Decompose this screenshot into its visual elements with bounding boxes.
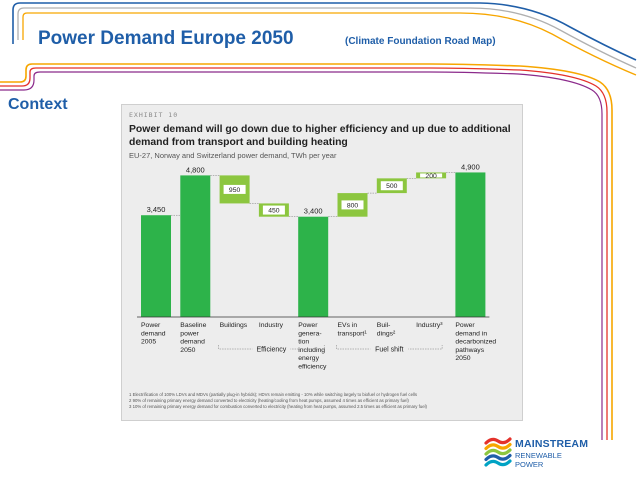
bar-2 bbox=[180, 175, 211, 317]
category-label-8: Industry³ bbox=[416, 322, 443, 329]
logo-swoosh-2 bbox=[484, 442, 512, 451]
bar-value-label-5: 3,400 bbox=[304, 207, 323, 216]
group-label-2: Fuel shift bbox=[375, 347, 403, 354]
slide-title: Power Demand Europe 2050 bbox=[38, 28, 294, 49]
bar-value-box-6 bbox=[341, 200, 364, 210]
category-label-4: Industry bbox=[259, 322, 284, 329]
bar-value-label-2: 4,800 bbox=[186, 165, 205, 174]
exhibit-footnotes: 1 Electrification of 100% LDVs and MDVs … bbox=[129, 392, 517, 410]
logo-line-1: MAINSTREAM bbox=[515, 438, 589, 450]
logo-swoosh-4 bbox=[484, 453, 512, 462]
logo-swoosh-1 bbox=[484, 437, 512, 445]
bar-5 bbox=[298, 216, 329, 317]
footnote-2: 2 90% of remaining primary energy demand… bbox=[129, 398, 409, 403]
logo-line-3: POWER bbox=[515, 460, 544, 469]
category-label-5: Power genera-tion including energy efficienc… bbox=[298, 322, 327, 371]
category-label-3: Buildings bbox=[220, 322, 248, 329]
exhibit-title: Power demand will go down due to higher … bbox=[129, 124, 511, 148]
logo-swoosh-3 bbox=[484, 448, 512, 456]
logo-swoosh-5 bbox=[484, 459, 512, 467]
logo-globe-icon bbox=[484, 437, 512, 467]
category-label-7: Buil-dings² bbox=[377, 322, 396, 337]
bar-value-label-1: 3,450 bbox=[147, 205, 166, 214]
bar-value-box-4 bbox=[262, 205, 285, 215]
bar-1 bbox=[141, 215, 171, 317]
bar-value-label-8: 200 bbox=[425, 173, 437, 180]
bar-value-box-8 bbox=[420, 173, 443, 178]
bar-value-label-4: 450 bbox=[268, 207, 280, 214]
bar-value-label-6: 800 bbox=[347, 202, 359, 209]
exhibit-label: EXHIBIT 10 bbox=[129, 111, 179, 119]
bar-9 bbox=[455, 172, 486, 317]
exhibit-panel: EXHIBIT 10 Power demand will go down due… bbox=[121, 104, 523, 421]
bar-value-label-7: 500 bbox=[386, 183, 398, 190]
bar-value-label-9: 4,900 bbox=[461, 162, 480, 171]
group-label-1: Efficiency bbox=[256, 347, 286, 354]
category-label-1: Power demand 2005 bbox=[141, 322, 166, 346]
company-logo: MAINSTREAM RENEWABLE POWER bbox=[484, 434, 634, 474]
section-label: Context bbox=[8, 96, 68, 113]
bar-value-box-3 bbox=[223, 184, 246, 194]
logo-line-2: RENEWABLE bbox=[515, 451, 562, 460]
category-label-2: Baseline power demand 2050 bbox=[180, 322, 206, 354]
bar-value-box-7 bbox=[380, 181, 403, 191]
category-label-9: Power demand in decarbonized pathways 2050 bbox=[455, 322, 496, 362]
category-label-6: EVs in transport¹ bbox=[338, 322, 368, 337]
bar-value-label-3: 950 bbox=[229, 187, 241, 194]
footnote-1: 1 Electrification of 100% LDVs and MDVs … bbox=[129, 392, 418, 397]
exhibit-subtitle: EU-27, Norway and Switzerland power dema… bbox=[129, 151, 337, 160]
footnote-3: 3 10% of remaining primary energy demand… bbox=[129, 404, 427, 409]
group-label-bg-2 bbox=[370, 344, 409, 354]
group-label-bg-1 bbox=[252, 344, 291, 354]
slide-subtitle: (Climate Foundation Road Map) bbox=[345, 36, 496, 47]
waterfall-chart: 3,450 Power demand 2005 4,800 Baseline power de… bbox=[137, 162, 496, 371]
